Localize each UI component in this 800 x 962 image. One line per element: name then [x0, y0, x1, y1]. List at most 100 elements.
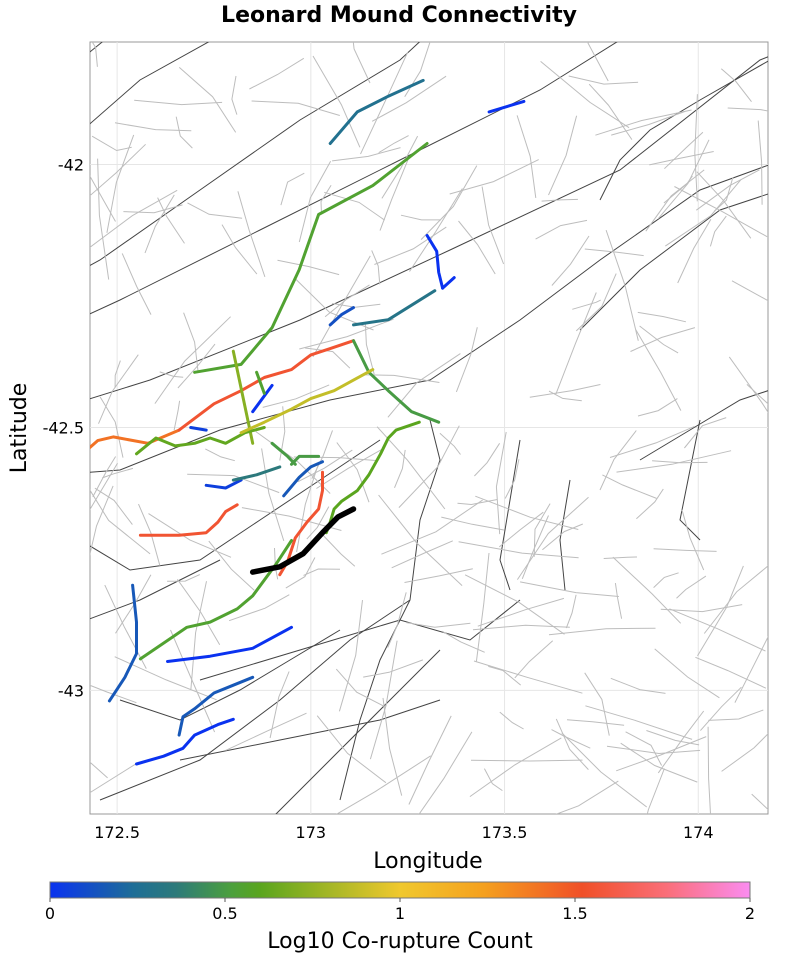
- basemap-segment: [154, 316, 231, 404]
- basemap-segment: [458, 541, 579, 559]
- basemap-segment: [721, 733, 768, 772]
- x-axis-ticks: 172.5 173 173.5 174: [94, 823, 713, 842]
- basemap-segment: [676, 575, 707, 599]
- basemap-segment: [645, 169, 705, 232]
- colorbar-tick-label: 0.5: [212, 904, 237, 923]
- co-rupture-fault-trace: [189, 426, 208, 432]
- basemap-segment: [606, 745, 701, 755]
- basemap-segment: [696, 169, 760, 211]
- co-rupture-fault-trace: [138, 503, 239, 537]
- basemap-segment: [657, 139, 710, 220]
- basemap-segment: [398, 425, 460, 508]
- co-rupture-fault-trace: [487, 99, 526, 114]
- basemap-segment: [324, 284, 370, 318]
- basemap-segment: [97, 158, 110, 280]
- basemap-segment: [332, 303, 381, 308]
- co-rupture-fault-trace: [166, 625, 293, 663]
- basemap-segment: [400, 214, 441, 221]
- y-axis-label: Latitude: [7, 383, 32, 474]
- basemap-trace: [90, 559, 221, 620]
- basemap-segment: [588, 83, 633, 140]
- basemap-segment: [369, 640, 398, 760]
- basemap-segment: [568, 75, 639, 85]
- basemap-segment: [439, 432, 461, 455]
- basemap-segment: [176, 579, 221, 646]
- basemap-segment: [316, 715, 387, 784]
- basemap-trace: [339, 419, 441, 801]
- basemap-segment: [178, 67, 237, 133]
- basemap-segment: [657, 710, 705, 774]
- co-rupture-fault-trace: [255, 370, 266, 395]
- basemap-trace: [559, 479, 571, 591]
- basemap-segment: [228, 594, 290, 622]
- basemap-segment: [727, 107, 768, 112]
- basemap-segment: [529, 384, 601, 398]
- co-rupture-fault-trace: [107, 583, 138, 703]
- basemap-segment: [612, 556, 682, 624]
- source-fault: [249, 506, 357, 575]
- co-rupture-fault-trace: [239, 368, 375, 435]
- basemap-segment: [237, 191, 266, 278]
- basemap-segment: [231, 75, 238, 115]
- basemap-segment: [620, 742, 698, 783]
- basemap-segment: [616, 450, 732, 473]
- basemap-segment: [90, 175, 116, 222]
- basemap-segment: [470, 759, 583, 762]
- co-rupture-fault-trace: [441, 276, 456, 290]
- basemap-trace: [90, 42, 210, 125]
- basemap-segment: [555, 718, 589, 770]
- colorbar-tick-label: 2: [745, 904, 755, 923]
- x-tick-label: 172.5: [94, 823, 140, 842]
- co-rupture-fault-trace: [352, 289, 437, 327]
- co-rupture-fault-trace: [282, 460, 324, 498]
- basemap-segment: [167, 574, 201, 582]
- basemap-segment: [170, 629, 216, 733]
- basemap-trace: [679, 419, 701, 541]
- basemap-trace: [579, 193, 768, 331]
- basemap-segment: [674, 186, 768, 238]
- basemap-segment: [90, 143, 146, 197]
- basemap-segment: [420, 165, 478, 240]
- basemap-segment: [616, 736, 707, 772]
- basemap-segment: [90, 761, 108, 779]
- co-rupture-fault-trace: [328, 78, 425, 145]
- basemap-segment: [409, 188, 463, 272]
- basemap-segment: [669, 608, 766, 652]
- source-fault-trace: [249, 506, 357, 575]
- basemap-segment: [540, 61, 630, 129]
- basemap-segment: [381, 135, 419, 199]
- basemap-segment: [746, 384, 768, 405]
- basemap-segment: [148, 513, 232, 558]
- basemap-trace: [90, 164, 768, 473]
- basemap-segment: [707, 726, 711, 814]
- basemap-segment: [504, 459, 520, 499]
- x-axis-label: Longitude: [373, 849, 482, 874]
- basemap-segment: [208, 540, 255, 591]
- basemap-segment: [277, 259, 340, 276]
- basemap-segment: [609, 425, 695, 458]
- basemap-segment: [610, 677, 666, 694]
- basemap-segment: [280, 172, 305, 206]
- basemap-segment: [703, 565, 768, 634]
- basemap-segment: [566, 719, 625, 726]
- basemap-segment: [731, 280, 768, 302]
- co-rupture-fault-trace: [135, 717, 235, 766]
- basemap-segment: [572, 299, 601, 310]
- basemap-segment: [677, 218, 712, 284]
- basemap-segment: [637, 311, 687, 323]
- basemap-segment: [312, 255, 371, 358]
- basemap-segment: [364, 324, 375, 375]
- basemap-segment: [664, 131, 704, 170]
- basemap-segment: [371, 250, 381, 285]
- basemap-segment: [406, 622, 471, 628]
- basemap-segment: [695, 656, 767, 689]
- x-tick-label: 173.5: [482, 823, 528, 842]
- x-tick-label: 173: [296, 823, 327, 842]
- basemap-trace: [639, 390, 768, 461]
- co-rupture-fault-trace: [328, 306, 355, 327]
- basemap-segment: [382, 697, 403, 796]
- basemap-segment: [90, 189, 178, 248]
- co-rupture-fault-trace: [324, 420, 421, 535]
- basemap-segment: [637, 398, 678, 417]
- basemap-segment: [653, 572, 679, 588]
